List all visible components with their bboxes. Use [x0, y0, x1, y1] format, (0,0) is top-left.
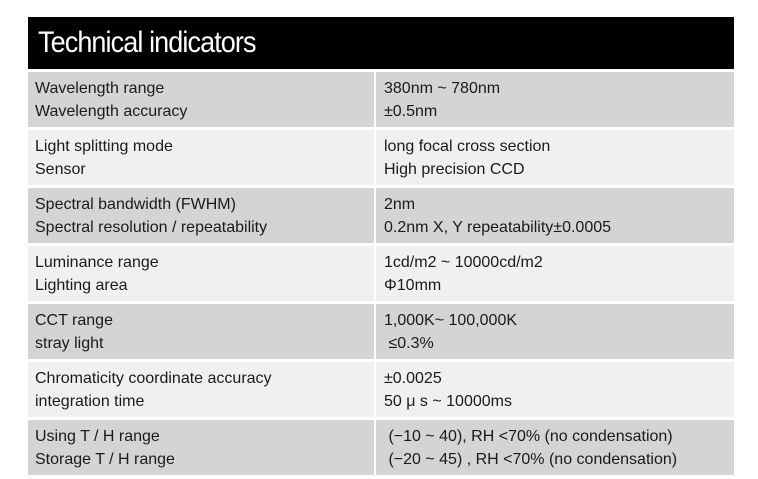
spec-value: Φ10mm — [384, 277, 442, 294]
spec-value-cell: ±0.0025 50 μ s ~ 10000ms — [376, 362, 734, 417]
spec-name: Sensor — [35, 161, 86, 178]
spec-name: Spectral bandwidth (FWHM) — [35, 196, 236, 213]
table-row: Spectral bandwidth (FWHM) Spectral resol… — [28, 188, 734, 243]
spec-name: Luminance range — [35, 254, 159, 271]
spec-value: 2nm — [384, 196, 416, 213]
spec-value-cell: 1cd/m2 ~ 10000cd/m2 Φ10mm — [376, 246, 734, 301]
spec-name-cell: Wavelength range Wavelength accuracy — [28, 72, 376, 127]
table-row: CCT range stray light 1,000K~ 100,000K ≤… — [28, 304, 734, 359]
page-title: Technical indicators — [38, 26, 257, 59]
spec-value-cell: 380nm ~ 780nm ±0.5nm — [376, 72, 734, 127]
table-header: Technical indicators — [28, 17, 734, 69]
spec-name: Lighting area — [35, 277, 128, 294]
spec-value-cell: long focal cross section High precision … — [376, 130, 734, 185]
spec-name-cell: Spectral bandwidth (FWHM) Spectral resol… — [28, 188, 376, 243]
spec-name-cell: Chromaticity coordinate accuracy integra… — [28, 362, 376, 417]
spec-value-cell: (−10 ~ 40), RH <70% (no condensation) (−… — [376, 420, 734, 475]
spec-value: ±0.0025 — [384, 370, 442, 387]
spec-value: (−20 ~ 45) , RH <70% (no condensation) — [384, 451, 678, 468]
table-row: Light splitting mode Sensor long focal c… — [28, 130, 734, 185]
table-row: Using T / H range Storage T / H range (−… — [28, 420, 734, 475]
spec-name: Spectral resolution / repeatability — [35, 219, 268, 236]
spec-value: 1,000K~ 100,000K — [384, 312, 518, 329]
spec-name: stray light — [35, 335, 104, 352]
spec-value: 50 μ s ~ 10000ms — [384, 393, 512, 410]
spec-name-cell: Light splitting mode Sensor — [28, 130, 376, 185]
table-row: Wavelength range Wavelength accuracy 380… — [28, 72, 734, 127]
spec-value: 0.2nm X, Y repeatability±0.0005 — [384, 219, 612, 236]
spec-value: 1cd/m2 ~ 10000cd/m2 — [384, 254, 543, 271]
spec-table: Wavelength range Wavelength accuracy 380… — [28, 72, 734, 478]
table-row: Chromaticity coordinate accuracy integra… — [28, 362, 734, 417]
spec-value-cell: 1,000K~ 100,000K ≤0.3% — [376, 304, 734, 359]
spec-name: integration time — [35, 393, 145, 410]
spec-name: Wavelength range — [35, 80, 165, 97]
spec-value-cell: 2nm 0.2nm X, Y repeatability±0.0005 — [376, 188, 734, 243]
spec-name: Light splitting mode — [35, 138, 173, 155]
spec-name: Using T / H range — [35, 428, 160, 445]
spec-value: High precision CCD — [384, 161, 525, 178]
spec-name-cell: CCT range stray light — [28, 304, 376, 359]
spec-value: 380nm ~ 780nm — [384, 80, 501, 97]
spec-value: long focal cross section — [384, 138, 551, 155]
spec-name: Chromaticity coordinate accuracy — [35, 370, 272, 387]
spec-value: (−10 ~ 40), RH <70% (no condensation) — [384, 428, 673, 445]
spec-value: ≤0.3% — [384, 335, 434, 352]
spec-name-cell: Luminance range Lighting area — [28, 246, 376, 301]
table-row: Luminance range Lighting area 1cd/m2 ~ 1… — [28, 246, 734, 301]
spec-name: Wavelength accuracy — [35, 103, 188, 120]
spec-name: Storage T / H range — [35, 451, 175, 468]
spec-value: ±0.5nm — [384, 103, 438, 120]
spec-name: CCT range — [35, 312, 113, 329]
spec-name-cell: Using T / H range Storage T / H range — [28, 420, 376, 475]
